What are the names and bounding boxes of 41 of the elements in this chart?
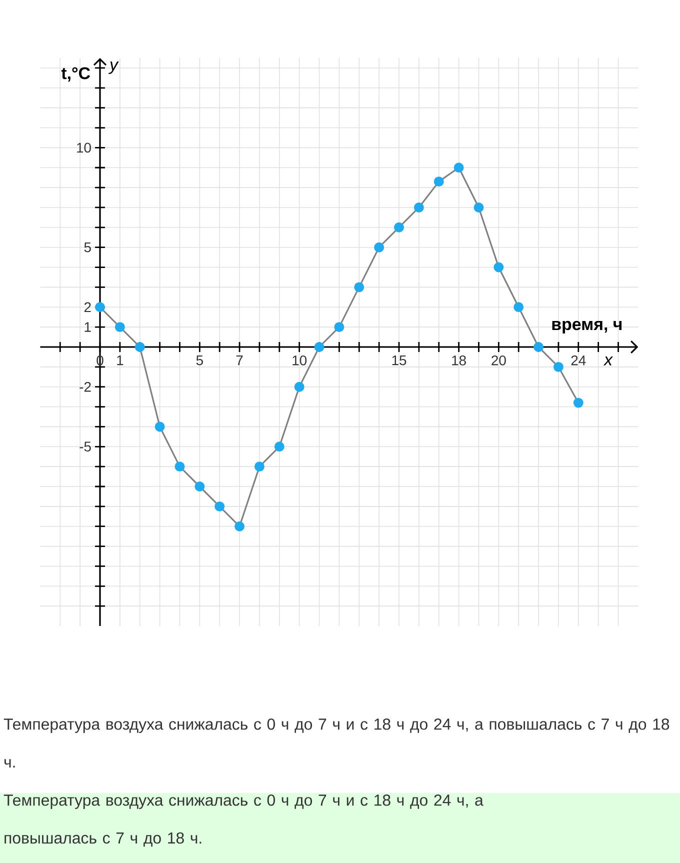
y-tick-label: 10: [77, 142, 91, 153]
point: [214, 501, 225, 512]
point: [374, 242, 384, 252]
y-tick-label: -5: [80, 442, 91, 452]
point: [334, 322, 344, 332]
point: [434, 176, 444, 187]
point: [354, 282, 364, 292]
y-axis-title: t,°C: [61, 67, 90, 82]
y-tick-label: -2: [80, 382, 91, 392]
point: [274, 442, 284, 452]
point: [494, 262, 504, 272]
point: [474, 202, 484, 212]
x-tick-label: 15: [392, 355, 406, 366]
point: [553, 362, 564, 372]
x-tick-label: 24: [571, 355, 586, 366]
point: [194, 482, 205, 492]
y-tick-label: 1: [84, 322, 91, 332]
point: [294, 382, 304, 392]
point: [234, 521, 245, 532]
y-tick-label: 5: [84, 242, 91, 252]
point: [254, 462, 264, 472]
x-tick-label: 10: [292, 355, 307, 366]
annotation: y: [108, 62, 119, 74]
point: [394, 222, 404, 232]
text: Температура воздуха снижалась с 0 ч до 7 ч и с 18 ч до 24 ч, а повышалась с 7 ч до 18 ч.: [4, 718, 670, 768]
annotation: x: [603, 356, 614, 366]
x-tick-label: 1: [117, 355, 124, 366]
point: [154, 422, 165, 432]
point: [174, 462, 185, 472]
point: [514, 302, 524, 312]
x-tick-label: 20: [492, 355, 506, 366]
point: [414, 202, 424, 212]
x-tick-label: 7: [236, 355, 243, 366]
y-tick-label: 2: [84, 302, 91, 312]
x-tick-label: 18: [452, 355, 466, 366]
x-tick-label: 5: [196, 355, 203, 366]
point: [573, 398, 584, 408]
text: Температура воздуха снижалась с 0 ч до 7 ч и с 18 ч до 24 ч, а повышалась с 7 ч до 18 ч.: [4, 794, 484, 847]
point: [454, 162, 464, 173]
point: [114, 322, 125, 332]
x-axis-title: время, ч: [552, 320, 622, 334]
